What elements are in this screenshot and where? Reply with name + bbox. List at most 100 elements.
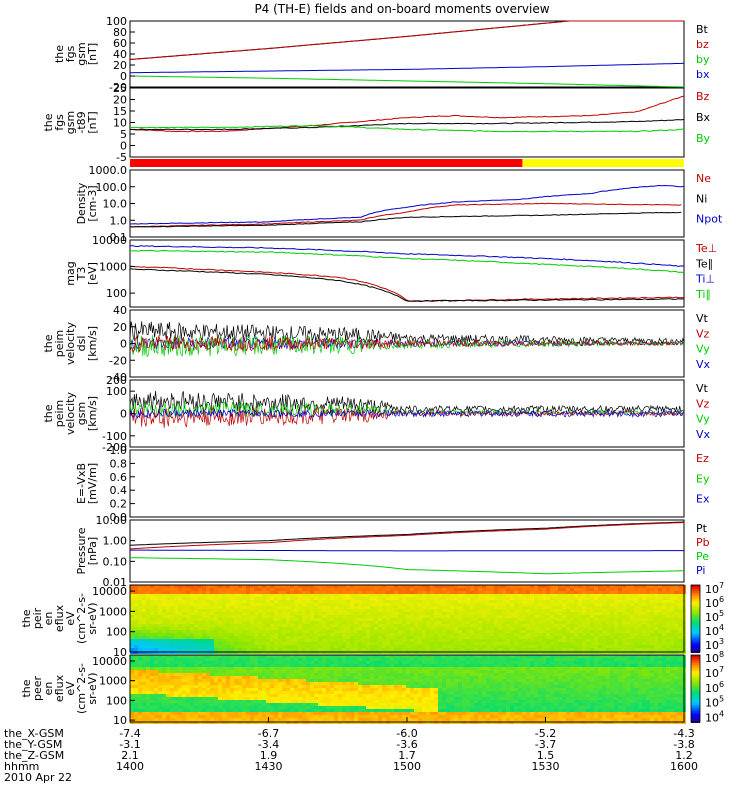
spectrogram-cell [638,618,642,621]
spectrogram-cell [134,648,138,651]
spectrogram-cell [150,670,154,673]
spectrogram-cell [138,642,142,645]
spectrogram-cell [322,676,326,679]
spectrogram-cell [658,636,662,639]
spectrogram-cell [138,667,142,670]
spectrogram-cell [426,633,430,636]
colorbar-cell [691,601,700,603]
spectrogram-cell [250,673,254,676]
spectrogram-cell [442,591,446,594]
spectrogram-cell [394,685,398,688]
spectrogram-cell [278,624,282,627]
spectrogram-cell [314,655,318,658]
spectrogram-cell [298,694,302,697]
spectrogram-cell [250,664,254,667]
spectrogram-cell [474,591,478,594]
spectrogram-cell [578,633,582,636]
spectrogram-cell [278,594,282,597]
spectrogram-cell [314,630,318,633]
spectrogram-cell [342,706,346,709]
spectrogram-cell [358,624,362,627]
spectrogram-cell [450,627,454,630]
spectrogram-cell [238,648,242,651]
spectrogram-cell [410,633,414,636]
spectrogram-cell [142,676,146,679]
spectrogram-cell [334,655,338,658]
spectrogram-cell [194,703,198,706]
spectrogram-cell [566,606,570,609]
spectrogram-cell [346,612,350,615]
spectrogram-cell [462,606,466,609]
spectrogram-cell [674,600,678,603]
spectrogram-cell [166,703,170,706]
spectrogram-cell [158,655,162,658]
spectrogram-cell [354,594,358,597]
spectrogram-cell [134,600,138,603]
spectrogram-cell [154,691,158,694]
spectrogram-cell [602,630,606,633]
spectrogram-cell [470,609,474,612]
spectrogram-cell [194,661,198,664]
spectrogram-cell [238,667,242,670]
spectrogram-cell [238,630,242,633]
spectrogram-cell [338,648,342,651]
spectrogram-cell [578,597,582,600]
spectrogram-cell [222,688,226,691]
spectrogram-cell [282,661,286,664]
spectrogram-cell [430,585,434,588]
spectrogram-cell [626,621,630,624]
spectrogram-cell [498,612,502,615]
panel-peim_velocity_dsl: 40200-20-40thepeimvelocitydsl[km/s]VtVzV… [42,304,711,384]
spectrogram-cell [666,648,670,651]
spectrogram-cell [366,700,370,703]
legend-entry: bz [696,38,709,51]
spectrogram-cell [662,645,666,648]
spectrogram-cell [358,676,362,679]
spectrogram-cell [354,709,358,712]
spectrogram-cell [562,591,566,594]
spectrogram-cell [366,633,370,636]
spectrogram-cell [514,591,518,594]
spectrogram-cell [478,648,482,651]
spectrogram-cell [582,600,586,603]
spectrogram-cell [162,603,166,606]
spectrogram-cell [598,624,602,627]
spectrogram-cell [382,633,386,636]
spectrogram-cell [422,609,426,612]
spectrogram-cell [666,642,670,645]
spectrogram-cell [158,664,162,667]
spectrogram-cell [222,621,226,624]
spectrogram-cell [302,639,306,642]
spectrogram-cell [654,636,658,639]
spectrogram-cell [326,706,330,709]
spectrogram-cell [530,645,534,648]
spectrogram-cell [182,691,186,694]
spectrogram-cell [298,612,302,615]
panel-frame [129,169,685,238]
spectrogram-cell [318,591,322,594]
spectrogram-cell [238,609,242,612]
spectrogram-cell [366,712,370,715]
spectrogram-cell [198,609,202,612]
spectrogram-cell [358,670,362,673]
spectrogram-cell [306,694,310,697]
spectrogram-cell [466,639,470,642]
spectrogram-cell [326,685,330,688]
spectrogram-cell [134,688,138,691]
spectrogram-cell [446,615,450,618]
spectrogram-cell [374,585,378,588]
spectrogram-cell [234,709,238,712]
spectrogram-cell [430,615,434,618]
spectrogram-cell [342,679,346,682]
spectrogram-cell [262,603,266,606]
spectrogram-cell [322,703,326,706]
spectrogram-cell [154,642,158,645]
spectrogram-cell [258,709,262,712]
spectrogram-cell [390,639,394,642]
spectrogram-cell [526,618,530,621]
spectrogram-cell [374,639,378,642]
spectrogram-cell [514,645,518,648]
spectrogram-cell [542,633,546,636]
spectrogram-cell [354,621,358,624]
spectrogram-cell [542,627,546,630]
